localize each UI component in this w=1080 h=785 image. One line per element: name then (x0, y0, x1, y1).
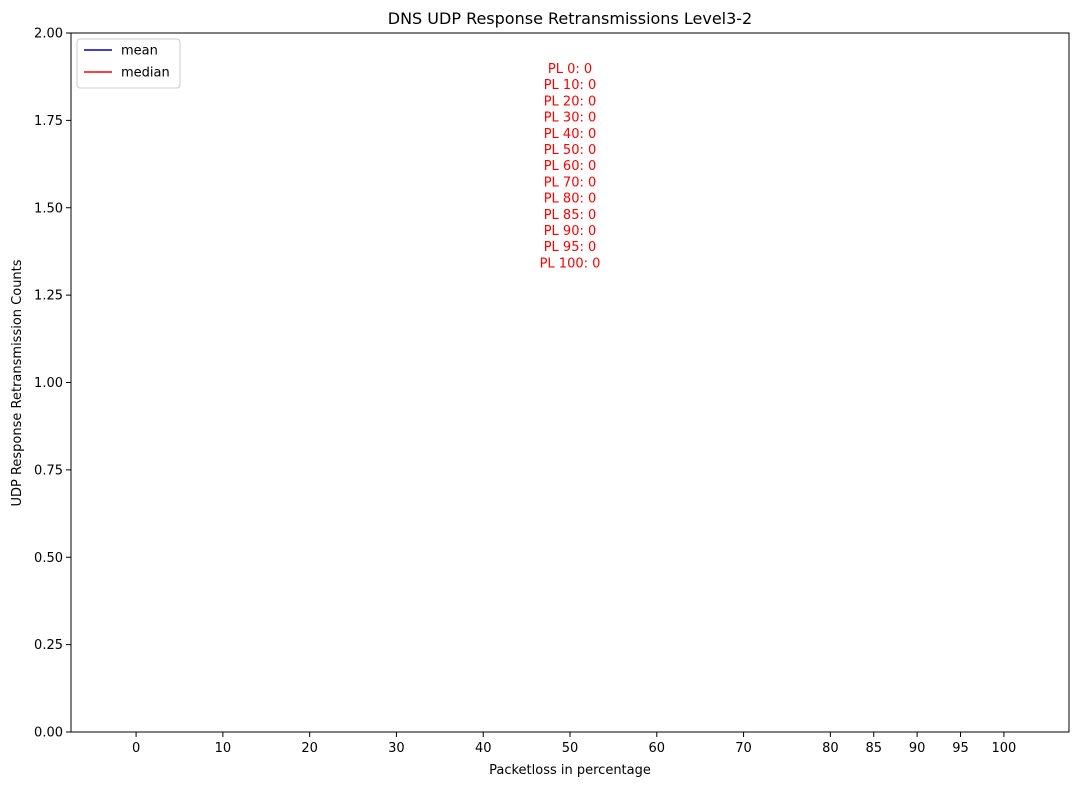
annotation-label: PL 0: 0 (548, 62, 592, 77)
annotation-label: PL 10: 0 (544, 78, 597, 93)
y-tick-label: 0.50 (34, 551, 63, 566)
y-tick-label: 1.50 (34, 201, 63, 216)
annotation-label: PL 70: 0 (544, 175, 597, 190)
annotation-label: PL 50: 0 (544, 143, 597, 158)
annotation-label: PL 40: 0 (544, 127, 597, 142)
y-tick-label: 0.00 (34, 726, 63, 741)
y-tick-label: 1.75 (34, 114, 63, 129)
y-tick-label: 0.75 (34, 463, 63, 478)
x-tick-label: 20 (301, 741, 318, 756)
annotation-label: PL 100: 0 (540, 256, 601, 271)
annotation-label: PL 90: 0 (544, 224, 597, 239)
y-tick-label: 1.25 (34, 289, 63, 304)
x-tick-label: 10 (215, 741, 232, 756)
x-tick-label: 85 (865, 741, 882, 756)
chart-title: DNS UDP Response Retransmissions Level3-… (388, 9, 752, 28)
annotation-label: PL 20: 0 (544, 94, 597, 109)
y-axis-label: UDP Response Retransmission Counts (10, 259, 25, 506)
annotation-label: PL 30: 0 (544, 111, 597, 126)
plot-area: 0.00 0.25 0.50 0.75 1.00 1.25 1.50 1.75 2.00 0 10 2… (34, 27, 1070, 756)
x-axis-label: Packetloss in percentage (489, 763, 651, 778)
x-tick-label: 95 (952, 741, 969, 756)
x-tick-label: 70 (735, 741, 752, 756)
legend-label-mean: mean (121, 44, 158, 59)
y-tick-label: 2.00 (34, 27, 63, 42)
legend-box (76, 38, 181, 89)
y-tick-label: 0.25 (34, 638, 63, 653)
x-tick-label: 0 (132, 741, 140, 756)
x-tick-label: 60 (649, 741, 666, 756)
annotation-label: PL 60: 0 (544, 159, 597, 174)
x-tick-label: 90 (909, 741, 926, 756)
x-tick-label: 100 (991, 741, 1016, 756)
legend: mean median (76, 38, 181, 89)
x-tick-label: 30 (388, 741, 405, 756)
x-tick-label: 80 (822, 741, 839, 756)
x-tick-label: 50 (562, 741, 579, 756)
annotation-label: PL 80: 0 (544, 192, 597, 207)
legend-label-median: median (121, 66, 170, 81)
annotation-label: PL 85: 0 (544, 208, 597, 223)
x-tick-label: 40 (475, 741, 492, 756)
annotation-label: PL 95: 0 (544, 240, 597, 255)
y-tick-label: 1.00 (34, 376, 63, 391)
